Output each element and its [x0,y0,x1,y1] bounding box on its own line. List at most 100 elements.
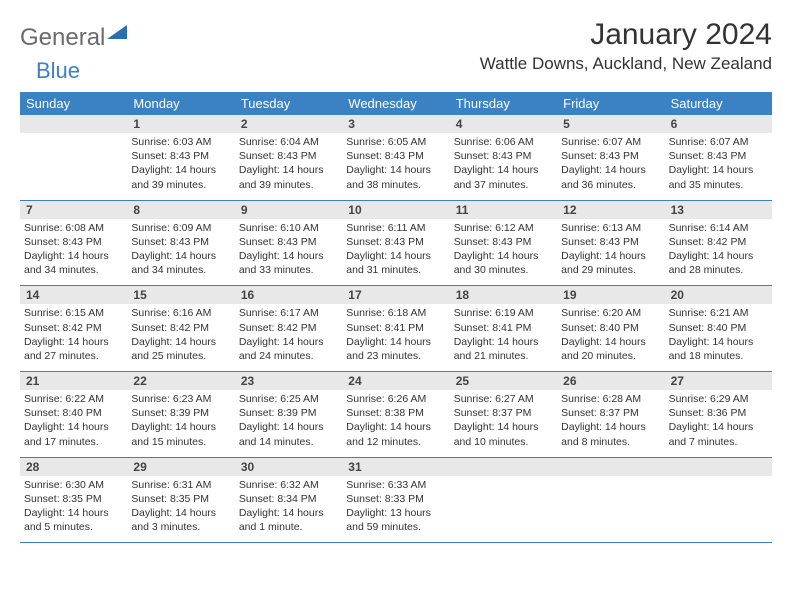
day-cell: 5 Sunrise: 6:07 AMSunset: 8:43 PMDaylight… [557,115,664,200]
day-number: 20 [665,286,772,304]
day-details: Sunrise: 6:13 AMSunset: 8:43 PMDaylight:… [561,221,660,278]
day-number: 1 [127,115,234,133]
month-title: January 2024 [480,18,772,52]
location-text: Wattle Downs, Auckland, New Zealand [480,54,772,74]
day-number: 13 [665,201,772,219]
day-details: Sunrise: 6:10 AMSunset: 8:43 PMDaylight:… [239,221,338,278]
header: General January 2024 Wattle Downs, Auckl… [20,18,772,74]
day-cell: 28 Sunrise: 6:30 AMSunset: 8:35 PMDayligh… [20,458,127,543]
day-cell: 1Sunrise: 6:03 AMSunset: 8:43 PMDaylight… [127,115,234,200]
day-cell: 10 Sunrise: 6:11 AMSunset: 8:43 PMDayligh… [342,201,449,286]
day-details: Sunrise: 6:33 AMSunset: 8:33 PMDaylight:… [346,478,445,535]
day-cell: 22 Sunrise: 6:23 AMSunset: 8:39 PMDayligh… [127,372,234,457]
day-details: Sunrise: 6:31 AMSunset: 8:35 PMDaylight:… [131,478,230,535]
day-cell: 26 Sunrise: 6:28 AMSunset: 8:37 PMDayligh… [557,372,664,457]
day-details: Sunrise: 6:27 AMSunset: 8:37 PMDaylight:… [454,392,553,449]
day-cell: 31 Sunrise: 6:33 AMSunset: 8:33 PMDayligh… [342,458,449,543]
week-row: 14 Sunrise: 6:15 AMSunset: 8:42 PMDayligh… [20,286,772,372]
logo-triangle-icon [107,21,127,44]
logo: General [20,18,129,52]
day-details: Sunrise: 6:14 AMSunset: 8:42 PMDaylight:… [669,221,768,278]
day-details: Sunrise: 6:25 AMSunset: 8:39 PMDaylight:… [239,392,338,449]
day-number: 25 [450,372,557,390]
day-details: Sunrise: 6:12 AMSunset: 8:43 PMDaylight:… [454,221,553,278]
day-details: Sunrise: 6:29 AMSunset: 8:36 PMDaylight:… [669,392,768,449]
weekday-label: Friday [557,92,664,115]
day-details: Sunrise: 6:07 AMSunset: 8:43 PMDaylight:… [669,135,768,192]
day-number: 28 [20,458,127,476]
day-cell: 3Sunrise: 6:05 AMSunset: 8:43 PMDaylight… [342,115,449,200]
day-details: Sunrise: 6:23 AMSunset: 8:39 PMDaylight:… [131,392,230,449]
day-cell: 4Sunrise: 6:06 AMSunset: 8:43 PMDaylight… [450,115,557,200]
weekday-label: Monday [127,92,234,115]
day-details: Sunrise: 6:15 AMSunset: 8:42 PMDaylight:… [24,306,123,363]
day-number: 5 [557,115,664,133]
week-row: 21 Sunrise: 6:22 AMSunset: 8:40 PMDayligh… [20,372,772,458]
day-details: Sunrise: 6:16 AMSunset: 8:42 PMDaylight:… [131,306,230,363]
logo-text-blue: Blue [36,58,80,83]
day-details: Sunrise: 6:22 AMSunset: 8:40 PMDaylight:… [24,392,123,449]
logo-text-general: General [20,24,105,52]
day-cell: 6 Sunrise: 6:07 AMSunset: 8:43 PMDaylight… [665,115,772,200]
day-number: 11 [450,201,557,219]
day-details: Sunrise: 6:05 AMSunset: 8:43 PMDaylight:… [346,135,445,192]
day-cell: 15Sunrise: 6:16 AMSunset: 8:42 PMDayligh… [127,286,234,371]
day-details: Sunrise: 6:20 AMSunset: 8:40 PMDaylight:… [561,306,660,363]
day-number: 23 [235,372,342,390]
day-number: 10 [342,201,449,219]
day-cell [665,458,772,543]
day-cell [557,458,664,543]
day-number: 19 [557,286,664,304]
week-row: 7 Sunrise: 6:08 AMSunset: 8:43 PMDaylight… [20,201,772,287]
day-cell [20,115,127,200]
weekday-label: Thursday [450,92,557,115]
day-details: Sunrise: 6:28 AMSunset: 8:37 PMDaylight:… [561,392,660,449]
day-details: Sunrise: 6:09 AMSunset: 8:43 PMDaylight:… [131,221,230,278]
day-number: 7 [20,201,127,219]
day-details: Sunrise: 6:19 AMSunset: 8:41 PMDaylight:… [454,306,553,363]
day-number: 30 [235,458,342,476]
day-cell: 19 Sunrise: 6:20 AMSunset: 8:40 PMDayligh… [557,286,664,371]
day-cell: 29Sunrise: 6:31 AMSunset: 8:35 PMDayligh… [127,458,234,543]
day-number: 8 [127,201,234,219]
day-details: Sunrise: 6:32 AMSunset: 8:34 PMDaylight:… [239,478,338,535]
day-cell: 14 Sunrise: 6:15 AMSunset: 8:42 PMDayligh… [20,286,127,371]
day-number: 6 [665,115,772,133]
day-details: Sunrise: 6:07 AMSunset: 8:43 PMDaylight:… [561,135,660,192]
day-number [450,458,557,476]
day-cell: 27Sunrise: 6:29 AMSunset: 8:36 PMDayligh… [665,372,772,457]
day-cell: 30 Sunrise: 6:32 AMSunset: 8:34 PMDayligh… [235,458,342,543]
calendar: SundayMondayTuesdayWednesdayThursdayFrid… [20,92,772,543]
day-cell: 9 Sunrise: 6:10 AMSunset: 8:43 PMDaylight… [235,201,342,286]
day-details: Sunrise: 6:11 AMSunset: 8:43 PMDaylight:… [346,221,445,278]
day-number: 14 [20,286,127,304]
day-details: Sunrise: 6:04 AMSunset: 8:43 PMDaylight:… [239,135,338,192]
day-cell: 17Sunrise: 6:18 AMSunset: 8:41 PMDayligh… [342,286,449,371]
day-cell: 24Sunrise: 6:26 AMSunset: 8:38 PMDayligh… [342,372,449,457]
day-cell: 11 Sunrise: 6:12 AMSunset: 8:43 PMDayligh… [450,201,557,286]
day-details: Sunrise: 6:30 AMSunset: 8:35 PMDaylight:… [24,478,123,535]
week-row: 28 Sunrise: 6:30 AMSunset: 8:35 PMDayligh… [20,458,772,544]
day-details: Sunrise: 6:08 AMSunset: 8:43 PMDaylight:… [24,221,123,278]
day-number: 9 [235,201,342,219]
day-cell: 21 Sunrise: 6:22 AMSunset: 8:40 PMDayligh… [20,372,127,457]
day-number: 22 [127,372,234,390]
day-number: 21 [20,372,127,390]
day-number [20,115,127,133]
day-cell: 7 Sunrise: 6:08 AMSunset: 8:43 PMDaylight… [20,201,127,286]
day-details: Sunrise: 6:21 AMSunset: 8:40 PMDaylight:… [669,306,768,363]
day-number [665,458,772,476]
day-cell: 16Sunrise: 6:17 AMSunset: 8:42 PMDayligh… [235,286,342,371]
weekday-header: SundayMondayTuesdayWednesdayThursdayFrid… [20,92,772,115]
day-number: 12 [557,201,664,219]
day-cell: 13 Sunrise: 6:14 AMSunset: 8:42 PMDayligh… [665,201,772,286]
day-number: 17 [342,286,449,304]
day-cell: 12 Sunrise: 6:13 AMSunset: 8:43 PMDayligh… [557,201,664,286]
week-row: 1Sunrise: 6:03 AMSunset: 8:43 PMDaylight… [20,115,772,201]
day-number: 4 [450,115,557,133]
day-number: 26 [557,372,664,390]
day-cell: 23 Sunrise: 6:25 AMSunset: 8:39 PMDayligh… [235,372,342,457]
day-number: 18 [450,286,557,304]
day-number: 31 [342,458,449,476]
day-number: 2 [235,115,342,133]
